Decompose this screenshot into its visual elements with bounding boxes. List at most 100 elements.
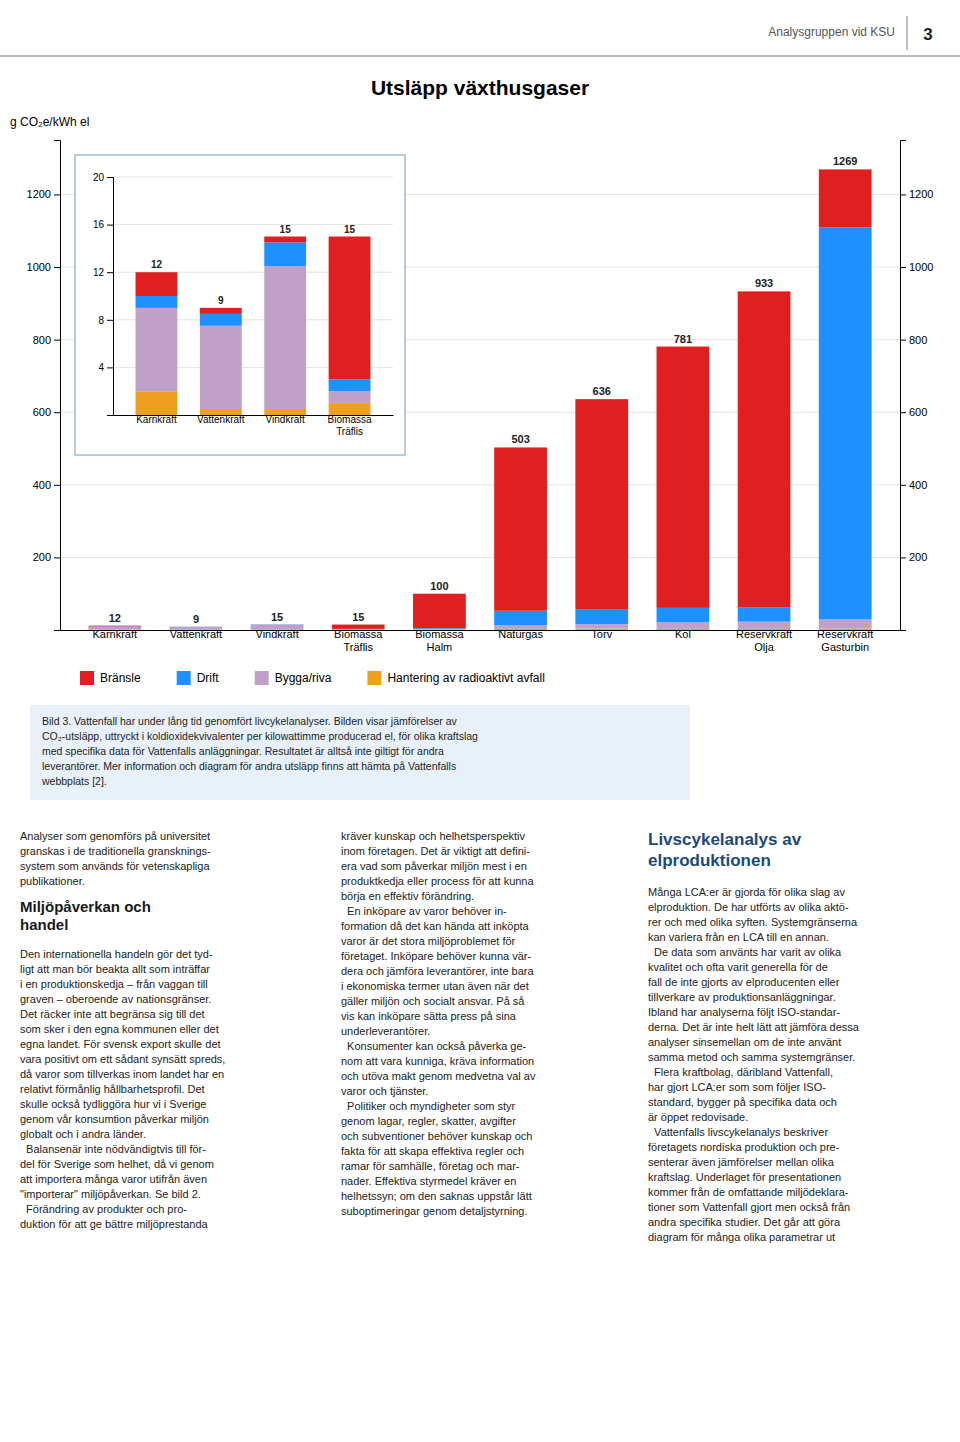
legend-label: Drift: [197, 671, 220, 685]
bar-segment: [329, 379, 371, 391]
y-tick-label: 16: [93, 219, 105, 230]
body-text-line: som sker i den egna kommunen eller det: [20, 1023, 219, 1035]
bar-series: [136, 391, 371, 415]
body-text-line: Förändring av produkter och pro-: [20, 1203, 187, 1215]
x-tick-label-line: Naturgas: [498, 628, 543, 640]
x-tick-label-line: Reservkraft: [736, 628, 792, 640]
y2-axis-line: [901, 141, 907, 631]
y-tick-label: 400: [33, 479, 51, 491]
data-label: 100: [430, 580, 448, 592]
body-text-line: varor är det stora miljöproblemet för: [341, 935, 516, 947]
body-text-line: elproduktion. De har utförts av olika ak…: [648, 901, 849, 913]
body-text-line: egna landet. För svensk export skulle de…: [20, 1038, 221, 1050]
body-text-line: fall de inte gjorts av elproducenten ell…: [648, 976, 840, 988]
legend-item: Bränsle: [80, 671, 141, 685]
body-text-line: och utöva makt genom medvetna val av: [341, 1070, 536, 1082]
bar-segment: [329, 237, 371, 380]
data-label: 1269: [833, 155, 857, 167]
x-tick-label-line: Träflis: [336, 426, 363, 437]
data-label: 781: [674, 333, 692, 345]
legend-item: Hantering av radioaktivt avfall: [367, 671, 544, 685]
x-tick: Naturgas: [498, 628, 543, 640]
caption-line: webbplats [2].: [41, 775, 107, 787]
data-label: 15: [344, 224, 356, 235]
body-text-line: Den internationella handeln gör det tyd-: [20, 948, 213, 960]
bar-segment: [200, 314, 242, 326]
y-tick-mark: [107, 225, 113, 226]
x-tick-label-line: Träflis: [343, 641, 373, 653]
body-text-line: rer och med olika syften. Systemgränsern…: [648, 916, 858, 928]
body-text-line: företaget. Inköpare behöver kunna vär-: [341, 950, 532, 962]
x-tick-label: BiomassaTräflis: [334, 628, 383, 653]
body-text-line: kommer från de omfattande miljödeklara-: [648, 1186, 849, 1198]
y2-tick-label: 400: [909, 479, 927, 491]
bar-segment: [738, 607, 791, 622]
caption-line: med specifika data för Vattenfalls anläg…: [42, 745, 444, 757]
legend-swatch: [367, 671, 381, 685]
bar-segment: [200, 326, 242, 409]
body-text-line: granskas i de traditionella gransknings-: [20, 845, 211, 857]
body-text-line: derna. Det är inte helt lätt att jämföra…: [648, 1021, 860, 1033]
body-text: Många LCA:er är gjorda för olika slag av…: [648, 886, 860, 1243]
body-text-line: inom företagen. Det är viktigt att defin…: [341, 845, 530, 857]
y-tick: 800: [33, 334, 60, 346]
x-tick: Torv: [591, 628, 612, 640]
x-tick-label: Kol: [675, 628, 691, 640]
inset-background: [75, 155, 405, 455]
y-tick-label: 8: [98, 315, 104, 326]
body-text-line: andra specifika studier. Det går att gör…: [648, 1216, 841, 1228]
x-tick-label-line: Biomassa: [334, 628, 383, 640]
y-tick-label: 12: [93, 267, 105, 278]
body-text-line: i en produktionskedja – från vaggan till: [20, 978, 208, 990]
page-number-line: 3: [923, 25, 932, 44]
y2-tick-label: 600: [909, 406, 927, 418]
body-text-line: tillverkare av produktionsanläggningar.: [648, 991, 836, 1003]
y-tick: 1000: [27, 261, 60, 273]
x-tick: BiomassaHalm: [415, 628, 464, 653]
body-text-line: tioner som Vattenfall gjort men också fr…: [648, 1201, 850, 1213]
y2-tick: 200: [900, 551, 927, 563]
x-axis: KärnkraftVattenkraftVindkraftBiomassaTrä…: [114, 414, 394, 437]
y2-tick-label: 200: [909, 551, 927, 563]
bar-segment: [413, 594, 466, 628]
x-tick-label-line: Kol: [675, 628, 691, 640]
y-axis: 20040060080010001200: [27, 141, 61, 631]
x-tick-label: Vindkraft: [255, 628, 298, 640]
body-heading-line: elproduktionen: [648, 851, 771, 870]
y-tick-label: 1000: [27, 261, 51, 273]
x-tick-label-line: Kärnkraft: [136, 414, 177, 425]
x-tick-label: Vattenkraft: [197, 414, 245, 425]
bar-series: [136, 237, 371, 380]
data-label: 12: [109, 612, 121, 624]
x-tick-label-line: Vattenkraft: [170, 628, 222, 640]
x-tick-label-line: Kärnkraft: [92, 628, 137, 640]
caption-line: leverantörer. Mer information och diagra…: [42, 760, 456, 772]
y-tick-label: 4: [98, 362, 104, 373]
y-tick: 1200: [27, 188, 60, 200]
body-text-line: är öppet redovisade.: [648, 1111, 748, 1123]
bar-segment: [264, 237, 306, 243]
page-number: 3: [923, 25, 932, 44]
body-text-line: Det räcker inte att begränsa sig till de…: [20, 1008, 205, 1020]
x-tick: ReservkraftGasturbin: [817, 628, 873, 653]
y-axis-line: [54, 141, 61, 631]
body-text-line: Ibland har analyserna följt ISO-standar-: [648, 1006, 840, 1018]
x-tick-label-line: Biomassa: [415, 628, 464, 640]
data-labels: 1291515: [151, 224, 356, 306]
x-tick-label: ReservkraftOlja: [736, 628, 792, 653]
body-text-line: kraftslag. Underlaget för presentationen: [648, 1171, 841, 1183]
body-text-line: formation då det kan hända att inköpta: [341, 920, 530, 932]
y-tick: 4: [98, 362, 113, 373]
y-tick-mark: [107, 367, 113, 368]
body-text-line: duktion för att ge bättre miljöprestanda: [20, 1218, 209, 1230]
body-heading: Livscykelanalys avelproduktionen: [648, 830, 802, 870]
body-text: Den internationella handeln gör det tyd-…: [20, 948, 225, 1230]
x-tick: Kärnkraft: [136, 414, 177, 425]
y-tick: 20: [93, 172, 113, 183]
body-text-line: gäller miljön och socialt ansvar. På så: [341, 995, 525, 1007]
plot-area: [136, 237, 371, 416]
body-text-line: kräver kunskap och helhetsperspektiv: [341, 830, 526, 842]
bar-segment: [329, 391, 371, 403]
header-rule: [0, 55, 960, 57]
body-text-line: vis kan inköpare sätta press på sina: [341, 1010, 517, 1022]
